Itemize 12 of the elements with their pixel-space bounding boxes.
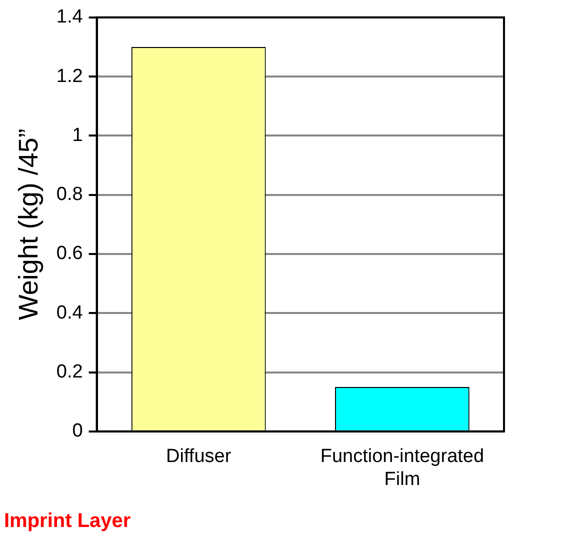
y-tick-label: 0.8 <box>56 184 83 206</box>
y-tick-label: 0.2 <box>56 361 83 382</box>
x-tick-label: Function-integrated Film <box>320 446 484 490</box>
y-axis-title: Weight (kg) /45” <box>14 128 44 320</box>
text: Imprint Layer <box>4 510 131 533</box>
y-tick-label: 1 <box>72 124 83 146</box>
y-tick-label: 0.4 <box>56 302 84 324</box>
x-tick-label: Diffuser <box>166 446 232 468</box>
y-tick-label: 1.2 <box>56 66 83 87</box>
y-tick-label: 0.6 <box>56 243 83 264</box>
y-tick-label: 0 <box>72 420 83 442</box>
y-tick-label: 1.4 <box>56 6 84 28</box>
